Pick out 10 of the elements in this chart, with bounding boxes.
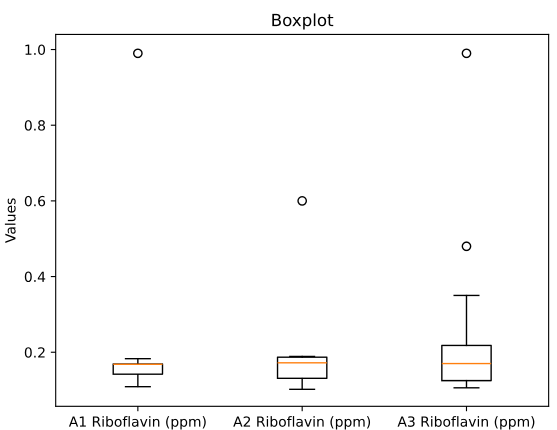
y-tick-label: 1.0	[25, 44, 46, 56]
y-tick-label: 0.2	[24, 347, 45, 358]
y-axis-title: Values	[4, 198, 16, 243]
y-tick-label: 0.6	[24, 196, 46, 206]
x-tick-label: A3 Riboflavin (ppm)	[398, 416, 534, 430]
y-tick-label: 0.8	[24, 120, 46, 131]
y-tick-label: 0.4	[24, 272, 46, 282]
chart-title: Boxplot	[272, 13, 334, 30]
x-tick-label: A1 Riboflavin (ppm)	[68, 416, 206, 430]
x-tick-label: A2 Riboflavin (ppm)	[233, 416, 370, 430]
